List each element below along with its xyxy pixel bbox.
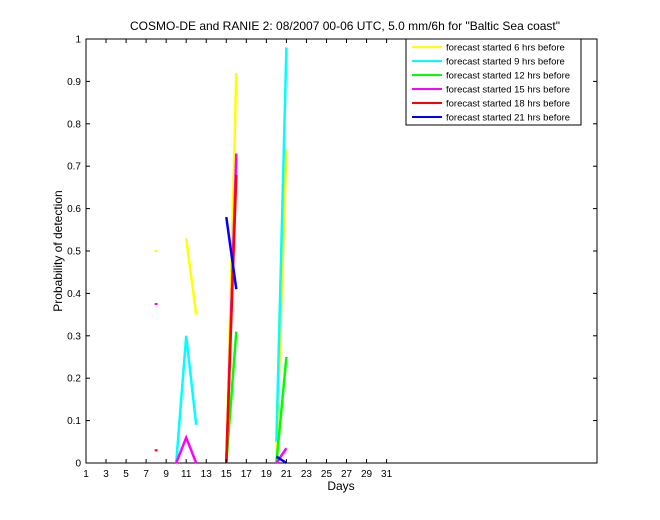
y-tick-label: 0.9 [67, 77, 81, 88]
x-tick-label: 21 [281, 469, 293, 480]
legend-label: forecast started 21 hrs before [446, 113, 570, 124]
series-6 [225, 216, 288, 465]
legend-item[interactable]: forecast started 6 hrs before [412, 43, 565, 54]
x-tick-label: 17 [241, 469, 253, 480]
y-tick-label: 1 [75, 35, 81, 46]
x-tick-label: 27 [341, 469, 353, 480]
y-tick-label: 0.5 [67, 247, 81, 258]
x-tick-label: 23 [301, 469, 313, 480]
legend-item[interactable]: forecast started 18 hrs before [412, 99, 570, 110]
legend-label: forecast started 9 hrs before [446, 57, 565, 68]
legend-label: forecast started 6 hrs before [446, 43, 565, 54]
x-tick-label: 1 [83, 469, 89, 480]
y-tick-label: 0.7 [67, 162, 81, 173]
x-tick-label: 19 [261, 469, 273, 480]
legend-item[interactable]: forecast started 12 hrs before [412, 71, 570, 82]
series-line [184, 238, 198, 315]
x-tick-label: 9 [163, 469, 169, 480]
x-tick-label: 25 [321, 469, 333, 480]
x-tick-label: 7 [143, 469, 149, 480]
legend[interactable]: forecast started 6 hrs before forecast st… [405, 38, 582, 126]
series-line [225, 174, 238, 464]
legend-box [405, 38, 582, 126]
legend-item[interactable]: forecast started 21 hrs before [412, 113, 570, 124]
y-tick-label: 0.4 [67, 289, 81, 300]
x-tick-label: 3 [103, 469, 109, 480]
legend-label: forecast started 18 hrs before [446, 99, 570, 110]
chart-title: COSMO-DE and RANIE 2: 08/2007 00-06 UTC,… [130, 19, 560, 33]
series-line [225, 216, 238, 290]
y-tick-label: 0.8 [67, 119, 81, 130]
legend-item[interactable]: forecast started 15 hrs before [412, 85, 570, 96]
series-line [174, 335, 198, 464]
legend-label: forecast started 15 hrs before [446, 85, 570, 96]
x-tick-label: 13 [201, 469, 213, 480]
axis-layer: 1 3 5 7 9 11 13 15 17 19 21 23 25 27 29 3100.10.20.30.4… [67, 35, 597, 480]
y-axis-label: Probability of detection [51, 190, 65, 311]
y-tick-label: 0 [75, 459, 81, 470]
series-line [275, 356, 288, 464]
y-tick-label: 0.6 [67, 204, 81, 215]
x-tick-label: 15 [221, 469, 233, 480]
x-axis-label: Days [327, 479, 354, 493]
series-line [275, 447, 288, 464]
x-tick-label: 5 [123, 469, 129, 480]
x-tick-label: 29 [361, 469, 373, 480]
series-line [275, 47, 288, 442]
series-line [175, 434, 198, 464]
y-tick-label: 0.1 [67, 416, 81, 427]
x-tick-label: 11 [181, 469, 192, 480]
y-tick-label: 0.2 [67, 374, 81, 385]
legend-item[interactable]: forecast started 9 hrs before [412, 57, 565, 68]
legend-label: forecast started 12 hrs before [446, 71, 570, 82]
x-tick-label: 31 [381, 469, 393, 480]
series-line [275, 455, 288, 465]
y-tick-label: 0.3 [67, 331, 81, 342]
series-5 [154, 174, 238, 464]
series-layer [154, 47, 288, 465]
